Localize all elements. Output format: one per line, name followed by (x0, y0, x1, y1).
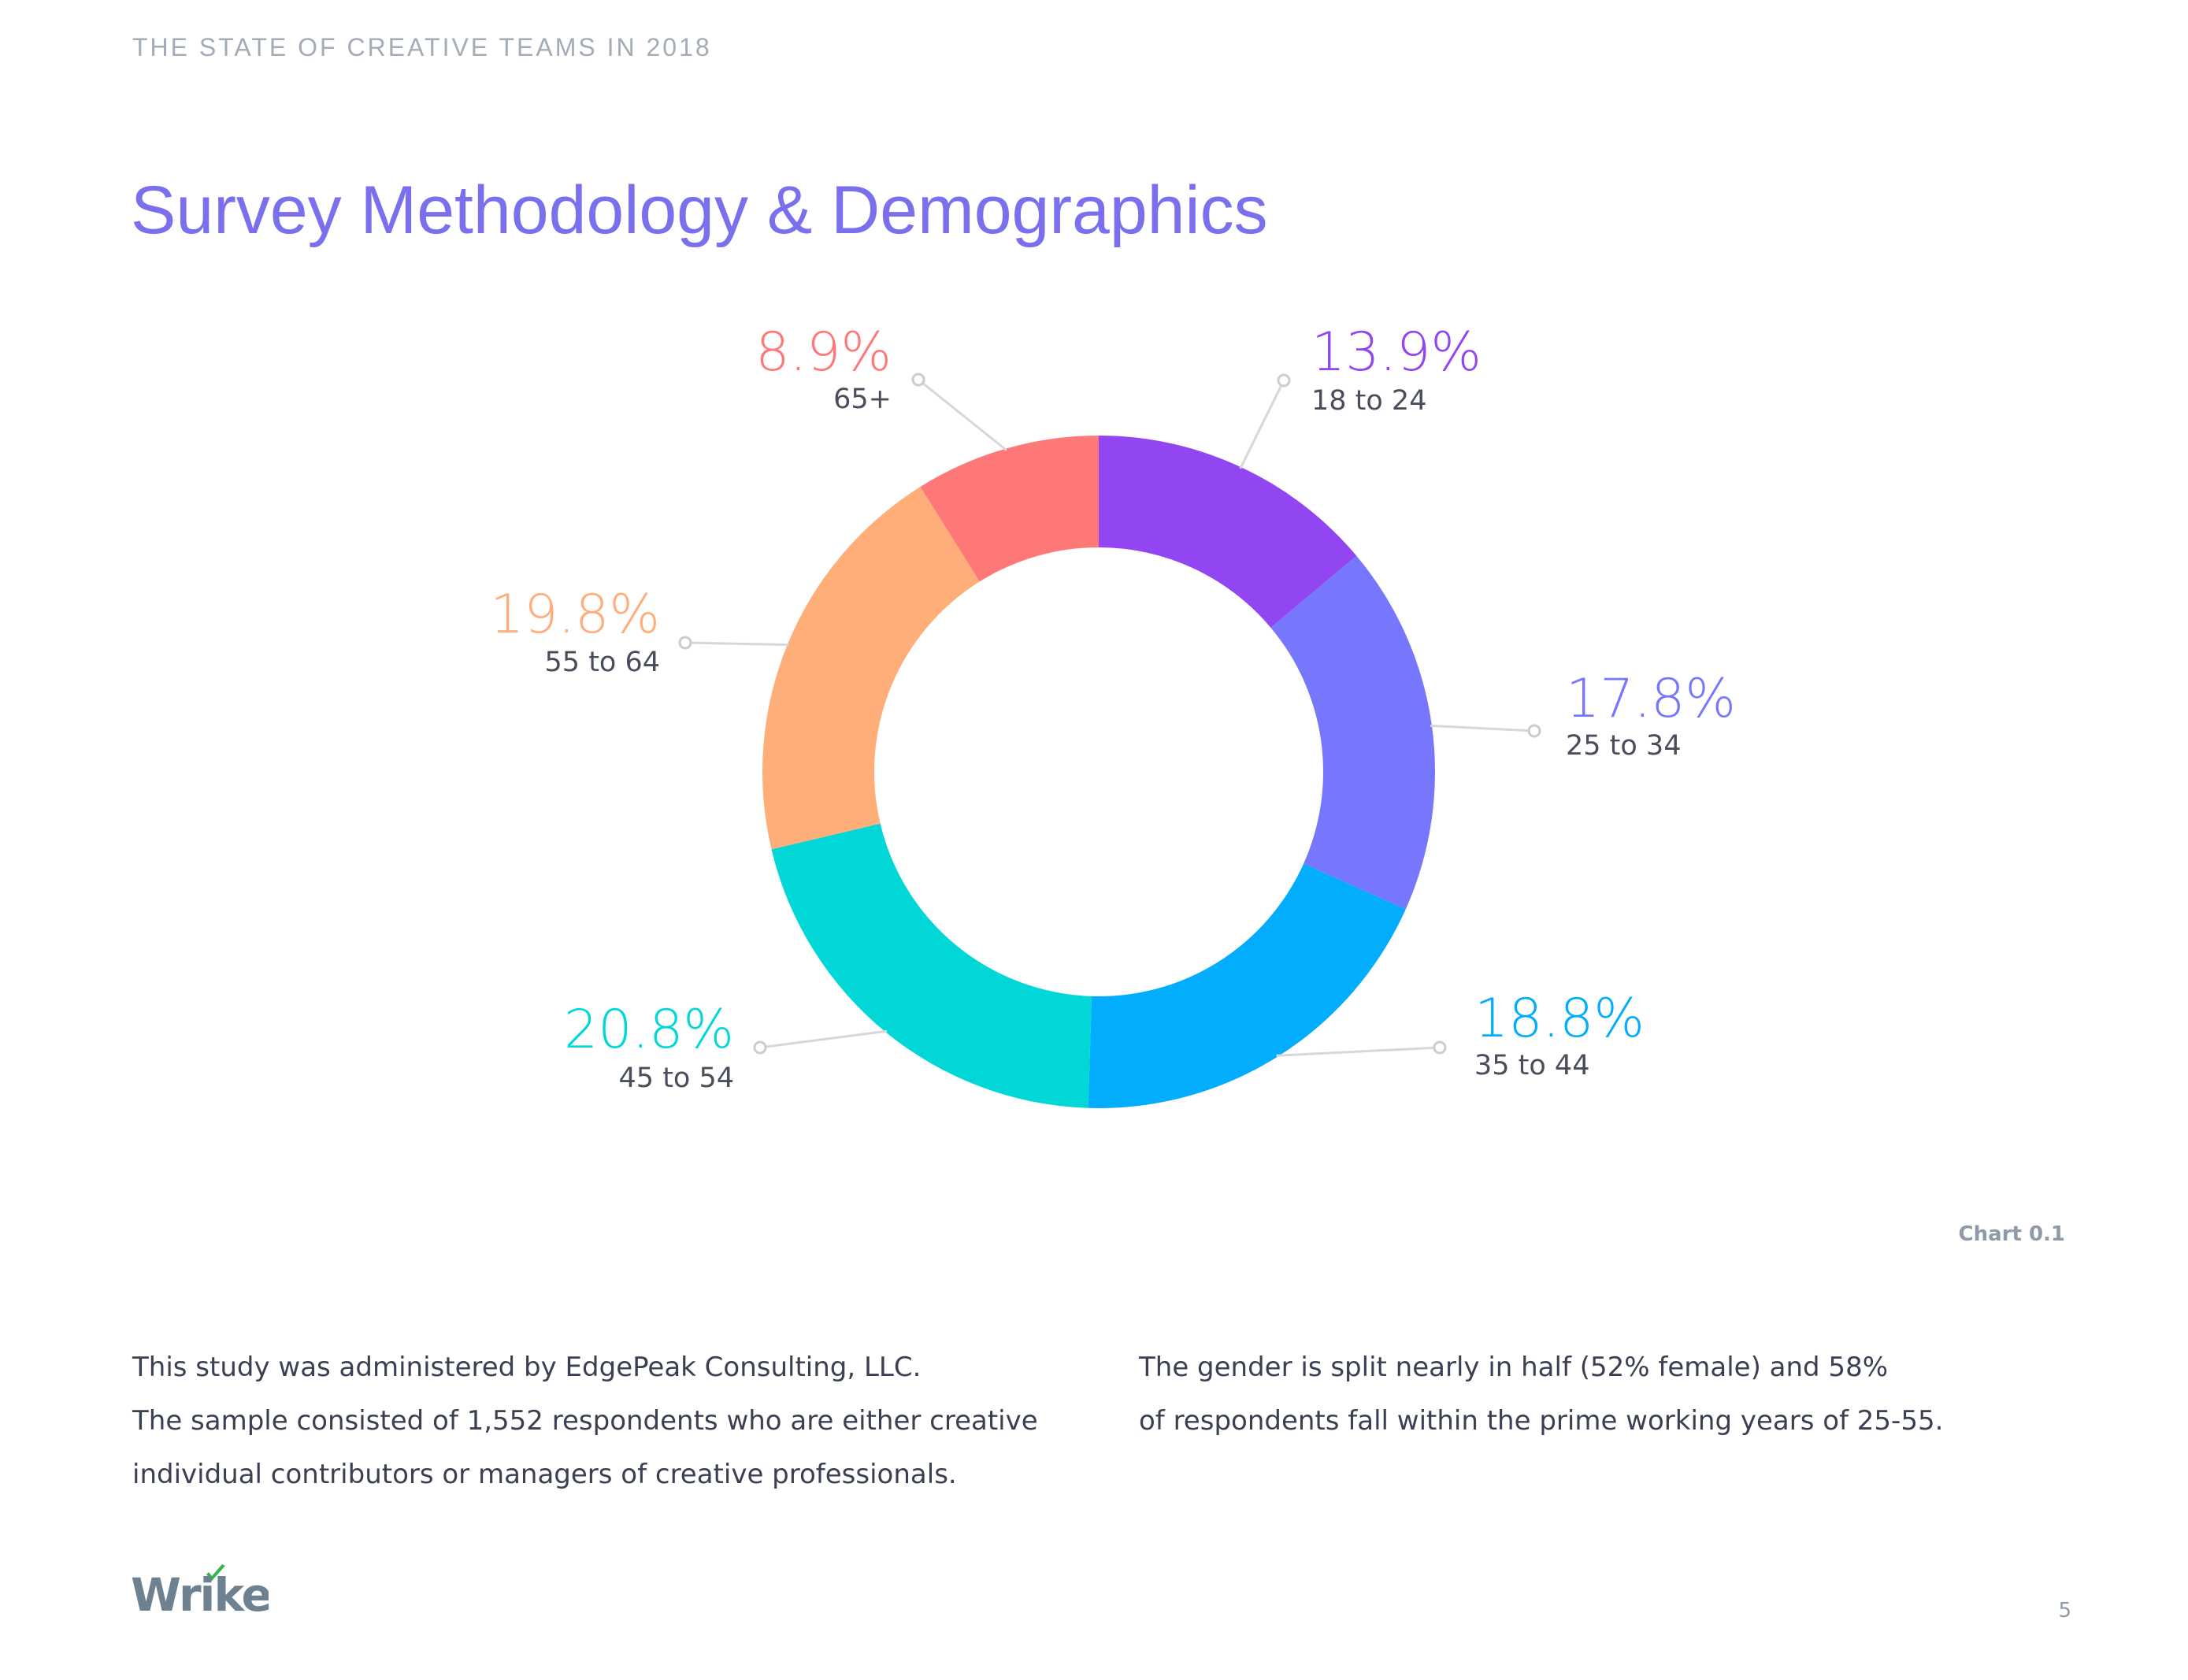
slices-layer (762, 436, 1435, 1108)
slice-category-label: 35 to 44 (1474, 1050, 1589, 1081)
slice-value-label: 19.8% (490, 584, 660, 646)
leader-line (759, 1029, 888, 1049)
leader-dot (1433, 1040, 1447, 1055)
donut-slice (771, 823, 1092, 1108)
donut-slice (762, 487, 980, 850)
leader-line (684, 641, 789, 647)
leader-line (1276, 1046, 1441, 1057)
slice-category-label: 25 to 34 (1566, 730, 1681, 762)
labels-layer: 13.9%18 to 24 17.8%25 to 34 18.8%35 to 44 2… (490, 321, 1736, 1094)
slice-value-label: 18.8% (1474, 988, 1645, 1050)
methodology-line: The sample consisted of 1,552 respondent… (132, 1405, 1038, 1437)
donut-slice (920, 436, 1099, 582)
demographics-line: The gender is split nearly in half (52% … (1139, 1352, 1889, 1383)
donut-slice (1270, 555, 1435, 910)
page-number: 5 (2058, 1599, 2071, 1623)
leader-line (1239, 380, 1285, 469)
leader-dot (911, 373, 925, 387)
slice-value-label: 13.9% (1311, 321, 1482, 384)
methodology-line: This study was administered by EdgePeak … (132, 1352, 922, 1383)
report-kicker: THE STATE OF CREATIVE TEAMS IN 2018 (132, 33, 712, 61)
leader-dot (1527, 724, 1541, 738)
methodology-line: individual contributors or managers of c… (132, 1459, 957, 1490)
donut-slice (1099, 436, 1357, 628)
leader-line (1430, 724, 1535, 732)
slice-category-label: 65+ (833, 384, 892, 415)
slice-value-label: 17.8% (1566, 668, 1736, 730)
demographics-text: The gender is split nearly in half (52% … (1139, 1341, 2084, 1448)
donut-slice (1088, 863, 1406, 1108)
demographics-line: of respondents fall within the prime wor… (1139, 1405, 1944, 1437)
logo-checkmark (206, 1564, 225, 1581)
leader-lines-layer (678, 373, 1541, 1057)
leader-dot (753, 1040, 767, 1055)
slice-category-label: 18 to 24 (1311, 385, 1426, 417)
slice-category-label: 55 to 64 (545, 647, 660, 678)
page-title: Survey Methodology & Demographics (131, 172, 1268, 248)
slice-value-label: 20.8% (564, 999, 734, 1061)
leader-dot (1277, 373, 1291, 388)
logo-wordmark: Wrike (131, 1568, 269, 1619)
chart-caption: Chart 0.1 (1958, 1222, 2066, 1246)
slice-value-label: 8.9% (755, 321, 892, 384)
methodology-text: This study was administered by EdgePeak … (132, 1341, 1156, 1501)
wrike-logo: Wrike (131, 1564, 269, 1619)
leader-line (918, 378, 1007, 451)
leader-dot (678, 636, 692, 650)
slice-category-label: 45 to 54 (619, 1063, 734, 1094)
